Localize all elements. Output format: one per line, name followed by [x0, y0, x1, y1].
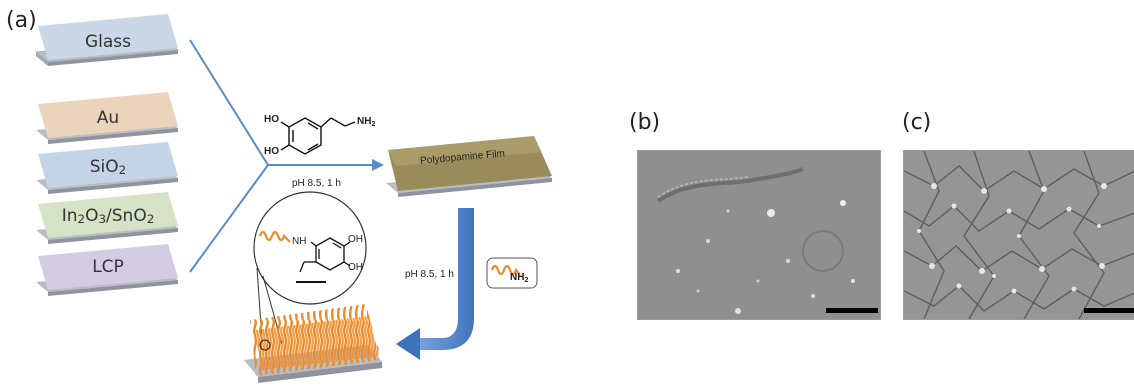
dopamine-ho-top: HO: [264, 114, 279, 125]
substrate-plate-au: [36, 92, 178, 144]
substrate-plate-sio2: [36, 142, 178, 194]
zoom-anchor: [259, 339, 271, 351]
micrograph-c: [903, 150, 1134, 320]
zoom-oh-top: OH: [348, 234, 363, 245]
zoom-nh: NH: [292, 236, 307, 247]
scale-bar-c: [1084, 308, 1134, 313]
substrate-plate-lcp: [36, 244, 178, 296]
zoom-chain: [258, 230, 291, 243]
zoom-circle: [253, 191, 367, 305]
reagent-chain: [490, 264, 521, 276]
dopamine-structure: [280, 117, 356, 155]
polydopamine-film-plate: [386, 136, 552, 197]
curved-arrow: [418, 208, 474, 350]
converging-lines: [189, 39, 372, 273]
dopamine-ho-bottom: HO: [264, 146, 279, 157]
substrate-label-sio2: SiO2: [89, 157, 127, 177]
substrate-label-glass: Glass: [84, 32, 132, 52]
micrograph-b-texture: [638, 151, 880, 319]
step2-condition: pH 8.5, 1 h: [405, 269, 454, 280]
zoom-oh-bottom: OH: [348, 262, 363, 273]
panel-label-a: (a): [6, 8, 37, 33]
dopamine-nh2: NH2: [357, 116, 376, 128]
curved-arrow-head: [396, 328, 420, 360]
panel-label-c: (c): [902, 110, 932, 135]
substrate-label-au: Au: [96, 108, 120, 128]
panel-label-b: (b): [629, 110, 661, 135]
micrograph-b: [637, 150, 881, 320]
substrate-plate-ito: [36, 192, 178, 244]
substrate-label-ito: In2O3/SnO2: [61, 206, 155, 226]
reagent-nh2: NH2: [510, 272, 529, 284]
substrate-plate-glass: [34, 14, 180, 66]
arrow-to-film-head: [372, 159, 384, 171]
scale-bar-b: [826, 308, 878, 313]
step1-condition: pH 8.5, 1 h: [292, 178, 341, 189]
functionalized-surface-plate: [244, 304, 382, 383]
micrograph-c-texture: [904, 151, 1134, 319]
zoom-catechol: [296, 237, 351, 283]
substrate-label-lcp: LCP: [92, 257, 124, 277]
